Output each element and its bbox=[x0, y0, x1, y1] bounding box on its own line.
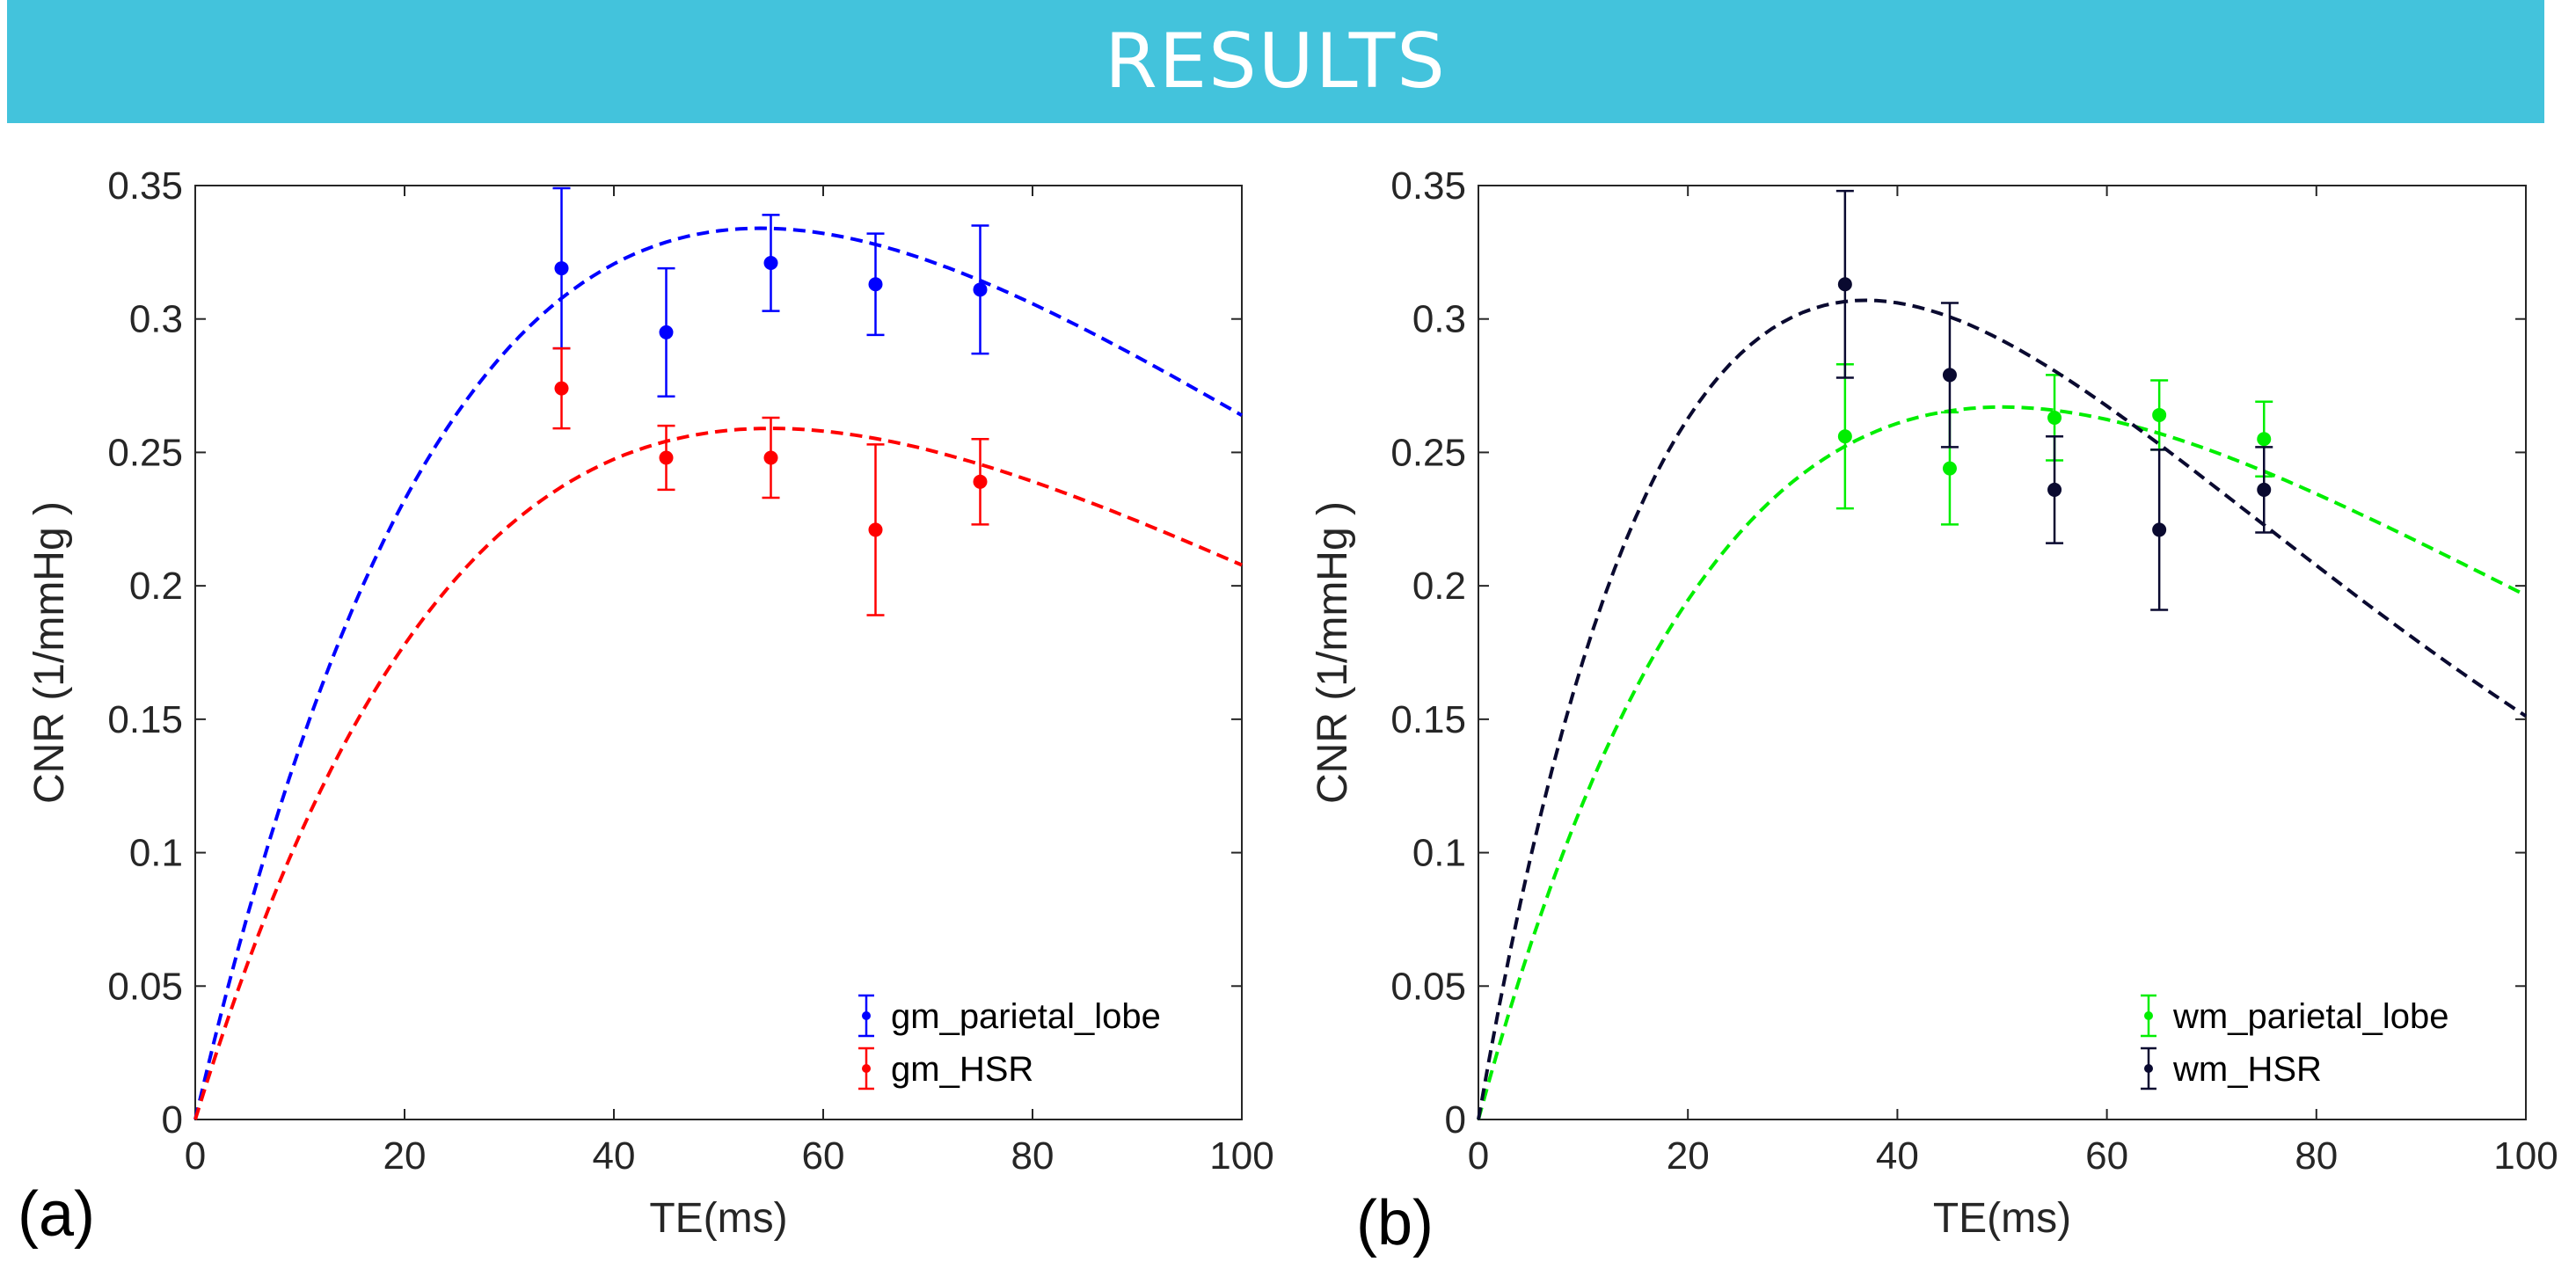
y-axis-label: CNR (1/mmHg ) bbox=[26, 501, 73, 804]
x-tick-label: 40 bbox=[593, 1134, 636, 1178]
x-tick-label: 60 bbox=[802, 1134, 845, 1178]
chart-gm: 0 20 40 60 80 100 0 0.05 0.1 0.15 0.2 0.25 0.3 0.35 TE… bbox=[18, 164, 1274, 1250]
y-tick-label: 0.1 bbox=[129, 832, 183, 875]
fit-curve-wm_parietal_lobe bbox=[1477, 405, 2527, 1120]
data-point bbox=[2257, 482, 2272, 497]
x-tick-label: 100 bbox=[1209, 1134, 1273, 1178]
x-tick-label: 20 bbox=[1667, 1134, 1710, 1178]
legend-label: wm_HSR bbox=[2172, 1050, 2322, 1089]
data-point bbox=[2152, 407, 2167, 422]
y-tick-label: 0.05 bbox=[107, 965, 183, 1008]
legend-marker-dot bbox=[2144, 1064, 2153, 1073]
x-tick-label: 0 bbox=[1468, 1134, 1489, 1178]
panel-label: (b) bbox=[1356, 1188, 1434, 1258]
data-point bbox=[1837, 277, 1852, 292]
data-point bbox=[2047, 482, 2062, 497]
x-axis-label: TE(ms) bbox=[1933, 1195, 2071, 1242]
y-tick-label: 0.35 bbox=[1390, 164, 1466, 208]
x-tick-label: 80 bbox=[2295, 1134, 2338, 1178]
fit-curve-gm_HSR bbox=[193, 427, 1243, 1120]
x-tick-label: 20 bbox=[383, 1134, 427, 1178]
fit-curve-wm_HSR bbox=[1477, 298, 2528, 1120]
plot-area bbox=[1478, 185, 2527, 1120]
x-tick-label: 0 bbox=[185, 1134, 206, 1178]
data-point bbox=[973, 282, 988, 297]
y-tick-label: 0.2 bbox=[129, 565, 183, 608]
banner-title: RESULTS bbox=[1105, 18, 1447, 106]
data-point bbox=[2047, 410, 2062, 425]
data-point bbox=[2257, 432, 2272, 447]
data-point bbox=[868, 522, 883, 537]
legend-label: gm_HSR bbox=[891, 1050, 1033, 1089]
y-axis-label: CNR (1/mmHg ) bbox=[1310, 501, 1356, 804]
data-point bbox=[1942, 368, 1957, 383]
data-point bbox=[868, 277, 883, 292]
data-point bbox=[1942, 461, 1957, 476]
legend-marker-dot bbox=[2144, 1011, 2153, 1020]
data-point bbox=[659, 325, 674, 339]
data-point bbox=[763, 450, 778, 465]
legend-label: gm_parietal_lobe bbox=[891, 997, 1161, 1036]
y-tick-label: 0.25 bbox=[107, 431, 183, 474]
y-tick-label: 0.2 bbox=[1412, 565, 1466, 608]
y-tick-label: 0.1 bbox=[1412, 832, 1466, 875]
fit-curve-gm_parietal_lobe bbox=[193, 226, 1243, 1120]
data-point bbox=[554, 261, 569, 276]
x-tick-label: 80 bbox=[1011, 1134, 1054, 1178]
y-tick-label: 0.3 bbox=[1412, 298, 1466, 341]
legend-marker-dot bbox=[862, 1011, 871, 1020]
y-tick-label: 0.05 bbox=[1390, 965, 1466, 1008]
data-point bbox=[1837, 429, 1852, 444]
y-tick-label: 0.3 bbox=[129, 298, 183, 341]
plot-area bbox=[194, 185, 1243, 1120]
data-point bbox=[554, 381, 569, 396]
results-banner: RESULTS bbox=[7, 0, 2544, 123]
y-tick-label: 0.15 bbox=[107, 698, 183, 741]
data-point bbox=[763, 255, 778, 270]
panel-label: (a) bbox=[18, 1179, 95, 1250]
y-tick-label: 0.35 bbox=[107, 164, 183, 208]
x-tick-label: 100 bbox=[2493, 1134, 2558, 1178]
y-tick-label: 0 bbox=[162, 1098, 183, 1141]
x-tick-label: 40 bbox=[1876, 1134, 1919, 1178]
data-point bbox=[2152, 522, 2167, 537]
x-tick-label: 60 bbox=[2085, 1134, 2128, 1178]
data-point bbox=[659, 450, 674, 465]
y-tick-label: 0.15 bbox=[1390, 698, 1466, 741]
y-tick-label: 0.25 bbox=[1390, 431, 1466, 474]
legend-marker-dot bbox=[862, 1064, 871, 1073]
legend-label: wm_parietal_lobe bbox=[2172, 997, 2449, 1036]
y-tick-label: 0 bbox=[1445, 1098, 1466, 1141]
data-point bbox=[973, 474, 988, 489]
x-axis-label: TE(ms) bbox=[649, 1195, 787, 1242]
